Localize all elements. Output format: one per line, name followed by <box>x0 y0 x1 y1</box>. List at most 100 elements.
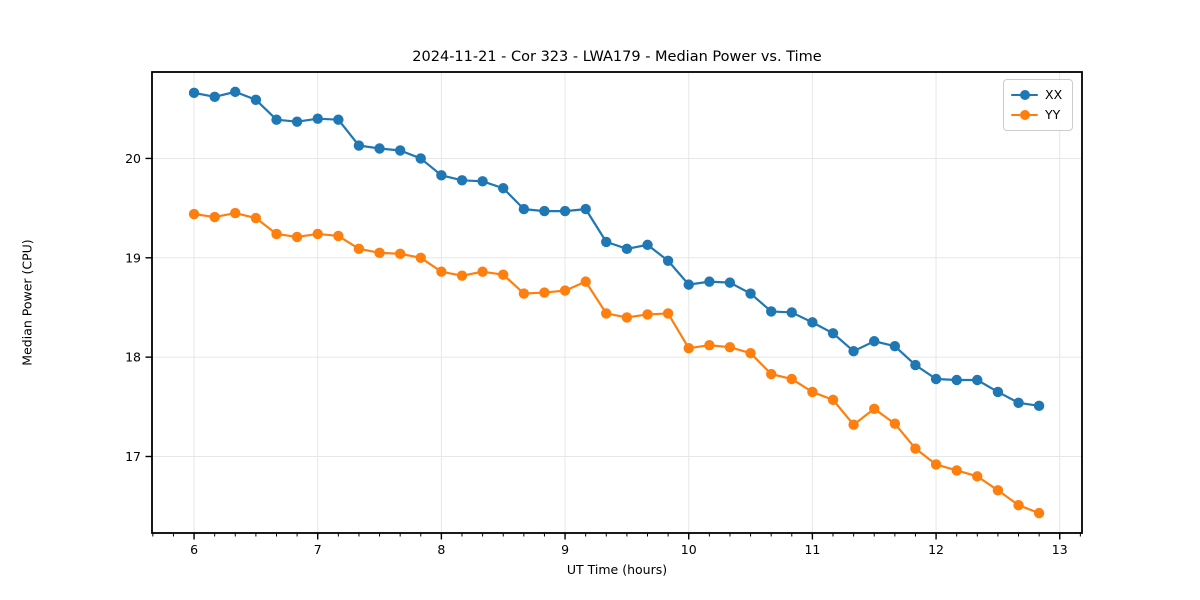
data-point-xx <box>498 183 509 194</box>
data-point-yy <box>724 342 736 353</box>
data-point-xx <box>642 239 653 251</box>
data-point-xx <box>910 359 921 371</box>
data-point-yy <box>869 403 880 415</box>
data-point-yy <box>1013 499 1024 511</box>
y-tick-label: 19 <box>125 250 141 265</box>
data-point-xx <box>889 341 901 352</box>
y-tick-label: 18 <box>125 350 141 365</box>
data-point-xx <box>848 345 859 357</box>
data-point-yy <box>477 266 488 277</box>
data-point-yy <box>910 443 921 454</box>
data-point-xx <box>827 328 839 339</box>
data-point-xx <box>662 255 674 266</box>
data-point-xx <box>724 277 736 288</box>
data-point-yy <box>539 287 550 298</box>
x-tick-label: 7 <box>314 542 322 557</box>
data-point-xx <box>786 307 797 318</box>
data-point-yy <box>333 230 344 242</box>
data-point-xx <box>271 114 282 125</box>
data-point-yy <box>766 368 777 380</box>
data-point-xx <box>683 279 694 290</box>
legend-entry-xx: XX <box>1011 85 1064 105</box>
data-point-xx <box>1013 397 1024 409</box>
data-point-xx <box>188 87 200 99</box>
x-tick-label: 12 <box>928 542 944 557</box>
x-tick-label: 6 <box>190 542 198 557</box>
data-point-yy <box>209 211 220 223</box>
data-point-xx <box>539 205 550 217</box>
data-point-yy <box>662 308 674 319</box>
data-point-xx <box>395 145 406 156</box>
data-point-yy <box>642 309 653 320</box>
legend-marker-sample-xx <box>1019 90 1030 100</box>
legend-label-yy: YY <box>1045 106 1061 122</box>
data-point-xx <box>951 374 962 386</box>
data-point-xx <box>580 203 591 215</box>
data-point-yy <box>518 288 530 299</box>
legend-entry-yy: YY <box>1011 105 1064 125</box>
data-point-xx <box>930 373 942 385</box>
data-point-xx <box>621 243 633 255</box>
legend-swatch-xx <box>1011 89 1038 101</box>
data-point-yy <box>930 459 942 470</box>
data-point-xx <box>230 86 241 98</box>
data-point-xx <box>436 170 447 181</box>
data-point-xx <box>704 276 715 287</box>
data-point-xx <box>992 386 1004 398</box>
data-point-xx <box>807 317 818 328</box>
chart-title: 2024-11-21 - Cor 323 - LWA179 - Median P… <box>412 49 822 65</box>
data-point-yy <box>230 207 241 219</box>
data-point-yy <box>291 231 303 243</box>
data-point-xx <box>601 236 612 248</box>
data-point-yy <box>704 340 715 351</box>
data-point-xx <box>477 176 488 187</box>
data-point-yy <box>559 285 571 296</box>
y-tick-label: 20 <box>125 151 141 166</box>
data-point-yy <box>889 418 901 429</box>
data-point-yy <box>601 308 612 319</box>
data-point-yy <box>1033 507 1045 519</box>
data-point-yy <box>786 373 797 385</box>
data-point-yy <box>972 471 983 482</box>
data-point-yy <box>498 269 509 280</box>
data-point-xx <box>312 113 323 124</box>
legend-swatch-yy <box>1011 109 1038 121</box>
x-tick-label: 9 <box>561 542 569 557</box>
data-point-yy <box>683 343 694 354</box>
x-tick-label: 8 <box>437 542 445 557</box>
x-tick-label: 13 <box>1052 542 1068 557</box>
legend-marker-sample-yy <box>1019 110 1030 120</box>
data-point-yy <box>395 248 406 260</box>
data-point-xx <box>972 374 983 386</box>
data-point-xx <box>869 336 880 347</box>
data-point-xx <box>559 205 571 217</box>
data-point-xx <box>518 203 530 215</box>
data-point-yy <box>745 347 756 359</box>
x-tick-label: 11 <box>804 542 820 557</box>
data-point-yy <box>456 270 468 281</box>
plot-spines <box>151 71 1083 534</box>
data-point-yy <box>250 212 262 224</box>
data-point-xx <box>353 140 365 151</box>
data-point-yy <box>621 312 633 323</box>
data-point-xx <box>745 288 756 299</box>
data-point-yy <box>353 243 365 255</box>
data-point-xx <box>766 306 777 317</box>
data-point-yy <box>807 386 818 398</box>
data-point-yy <box>271 228 282 240</box>
data-point-xx <box>1033 400 1045 412</box>
series-line-xx <box>192 90 1041 407</box>
data-point-xx <box>415 153 426 164</box>
data-point-yy <box>848 419 859 430</box>
data-point-yy <box>374 247 385 259</box>
data-point-yy <box>436 266 447 277</box>
legend: XX YY <box>1003 79 1073 131</box>
data-point-xx <box>250 94 262 106</box>
data-point-xx <box>374 143 385 154</box>
legend-label-xx: XX <box>1045 86 1063 102</box>
data-point-yy <box>580 276 591 287</box>
data-point-xx <box>456 175 468 186</box>
x-tick-label: 10 <box>681 542 697 557</box>
